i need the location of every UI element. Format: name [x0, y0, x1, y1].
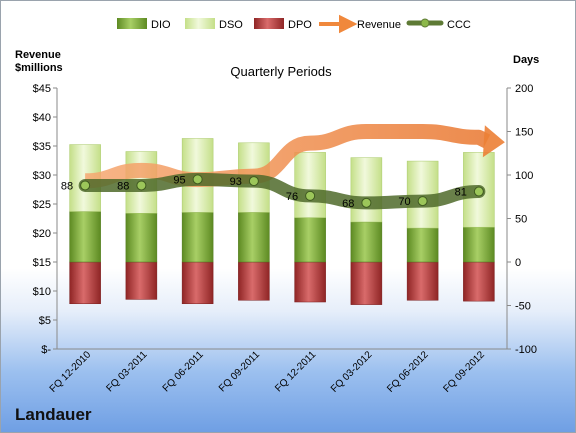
category-label: FQ 03-2011: [105, 349, 150, 394]
legend-label-dpo: DPO: [288, 19, 312, 31]
bar-dio: [406, 227, 439, 263]
right-tick-label: -100: [515, 344, 537, 356]
right-tick-label: 200: [515, 83, 533, 95]
ccc-data-label: 88: [61, 180, 73, 192]
bar-dio: [181, 212, 214, 263]
ccc-data-label: 70: [398, 196, 410, 208]
bar-series: [69, 138, 495, 305]
ccc-data-label: 93: [230, 176, 242, 188]
left-tick-label: $-: [41, 344, 51, 356]
category-label: FQ 06-2011: [161, 349, 206, 394]
bar-dpo: [69, 261, 101, 305]
left-axis-ticks: $- $5 $10 $15 $20 $25 $30 $35 $40 $45: [33, 83, 57, 356]
revenue-line: [84, 124, 491, 189]
bar-dpo: [350, 261, 383, 305]
category-label: FQ 12-2011: [273, 349, 318, 394]
company-name: Landauer: [15, 405, 92, 424]
category-label: FQ 03-2012: [329, 349, 375, 395]
legend-label-dso: DSO: [219, 19, 243, 31]
category-labels: FQ 12-2010 FQ 03-2011 FQ 06-2011 FQ 09-2011…: [48, 349, 488, 395]
left-tick-label: $15: [33, 257, 51, 269]
right-axis-ticks: -100 -50 0 50 100 150 200: [507, 83, 537, 356]
right-axis-title: Days: [513, 54, 539, 66]
ccc-marker: [80, 180, 91, 191]
category-label: FQ 09-2012: [441, 349, 487, 395]
right-tick-label: 150: [515, 127, 533, 139]
left-tick-label: $5: [39, 315, 51, 327]
right-tick-label: 0: [515, 257, 521, 269]
bar-dio: [294, 217, 326, 263]
ccc-data-label: 95: [173, 174, 185, 186]
revenue-series: [84, 124, 505, 189]
left-tick-label: $10: [33, 286, 51, 298]
ccc-marker: [417, 196, 428, 207]
category-label: FQ 12-2010: [48, 349, 94, 395]
bar-dpo: [406, 261, 439, 301]
right-tick-label: -50: [515, 301, 531, 313]
bar-dio: [350, 221, 383, 263]
category-label: FQ 09-2011: [217, 349, 262, 394]
ccc-marker: [192, 174, 203, 185]
legend-swatch-dso: [185, 18, 215, 29]
bar-dpo: [463, 261, 495, 302]
ccc-data-label: 88: [117, 180, 129, 192]
left-tick-label: $40: [33, 112, 51, 124]
ccc-data-label: 81: [455, 187, 467, 199]
left-tick-label: $35: [33, 141, 51, 153]
ccc-marker: [305, 190, 316, 201]
bar-dio: [463, 226, 495, 263]
category-label: FQ 06-2012: [385, 349, 431, 395]
revenue-arrowhead: [482, 125, 505, 158]
left-tick-label: $25: [33, 199, 51, 211]
bar-dpo: [238, 261, 270, 301]
ccc-data-label: 76: [286, 191, 298, 203]
legend-arrow-revenue: [319, 14, 358, 34]
bar-dio: [69, 211, 101, 263]
ccc-marker: [473, 186, 484, 197]
legend-marker-ccc: [420, 18, 430, 28]
legend: DIO DSO DPO Revenue CCC: [117, 14, 471, 34]
left-axis-title-line1: Revenue: [15, 49, 61, 61]
bar-dso: [294, 152, 326, 218]
left-tick-label: $45: [33, 83, 51, 95]
right-tick-label: 50: [515, 214, 527, 226]
bar-dpo: [181, 261, 214, 305]
right-tick-label: 100: [515, 170, 533, 182]
left-tick-label: $20: [33, 228, 51, 240]
bar-dio: [238, 212, 270, 263]
bar-dpo: [125, 261, 158, 300]
left-tick-label: $30: [33, 170, 51, 182]
bar-dso: [350, 157, 383, 223]
ccc-series: 88 88 95 93 76 68 70 81: [61, 172, 486, 210]
legend-swatch-dpo: [254, 18, 284, 29]
legend-label-revenue: Revenue: [357, 19, 401, 31]
bar-dpo: [294, 261, 326, 303]
legend-label-dio: DIO: [151, 19, 171, 31]
ccc-marker: [248, 176, 259, 187]
ccc-marker: [361, 197, 372, 208]
ccc-data-label: 68: [342, 198, 354, 210]
ccc-marker: [136, 180, 147, 191]
legend-label-ccc: CCC: [447, 19, 471, 31]
left-axis-title-line2: $millions: [15, 62, 63, 74]
bar-dio: [125, 213, 158, 263]
chart-title: Quarterly Periods: [230, 64, 332, 79]
legend-swatch-dio: [117, 18, 147, 29]
